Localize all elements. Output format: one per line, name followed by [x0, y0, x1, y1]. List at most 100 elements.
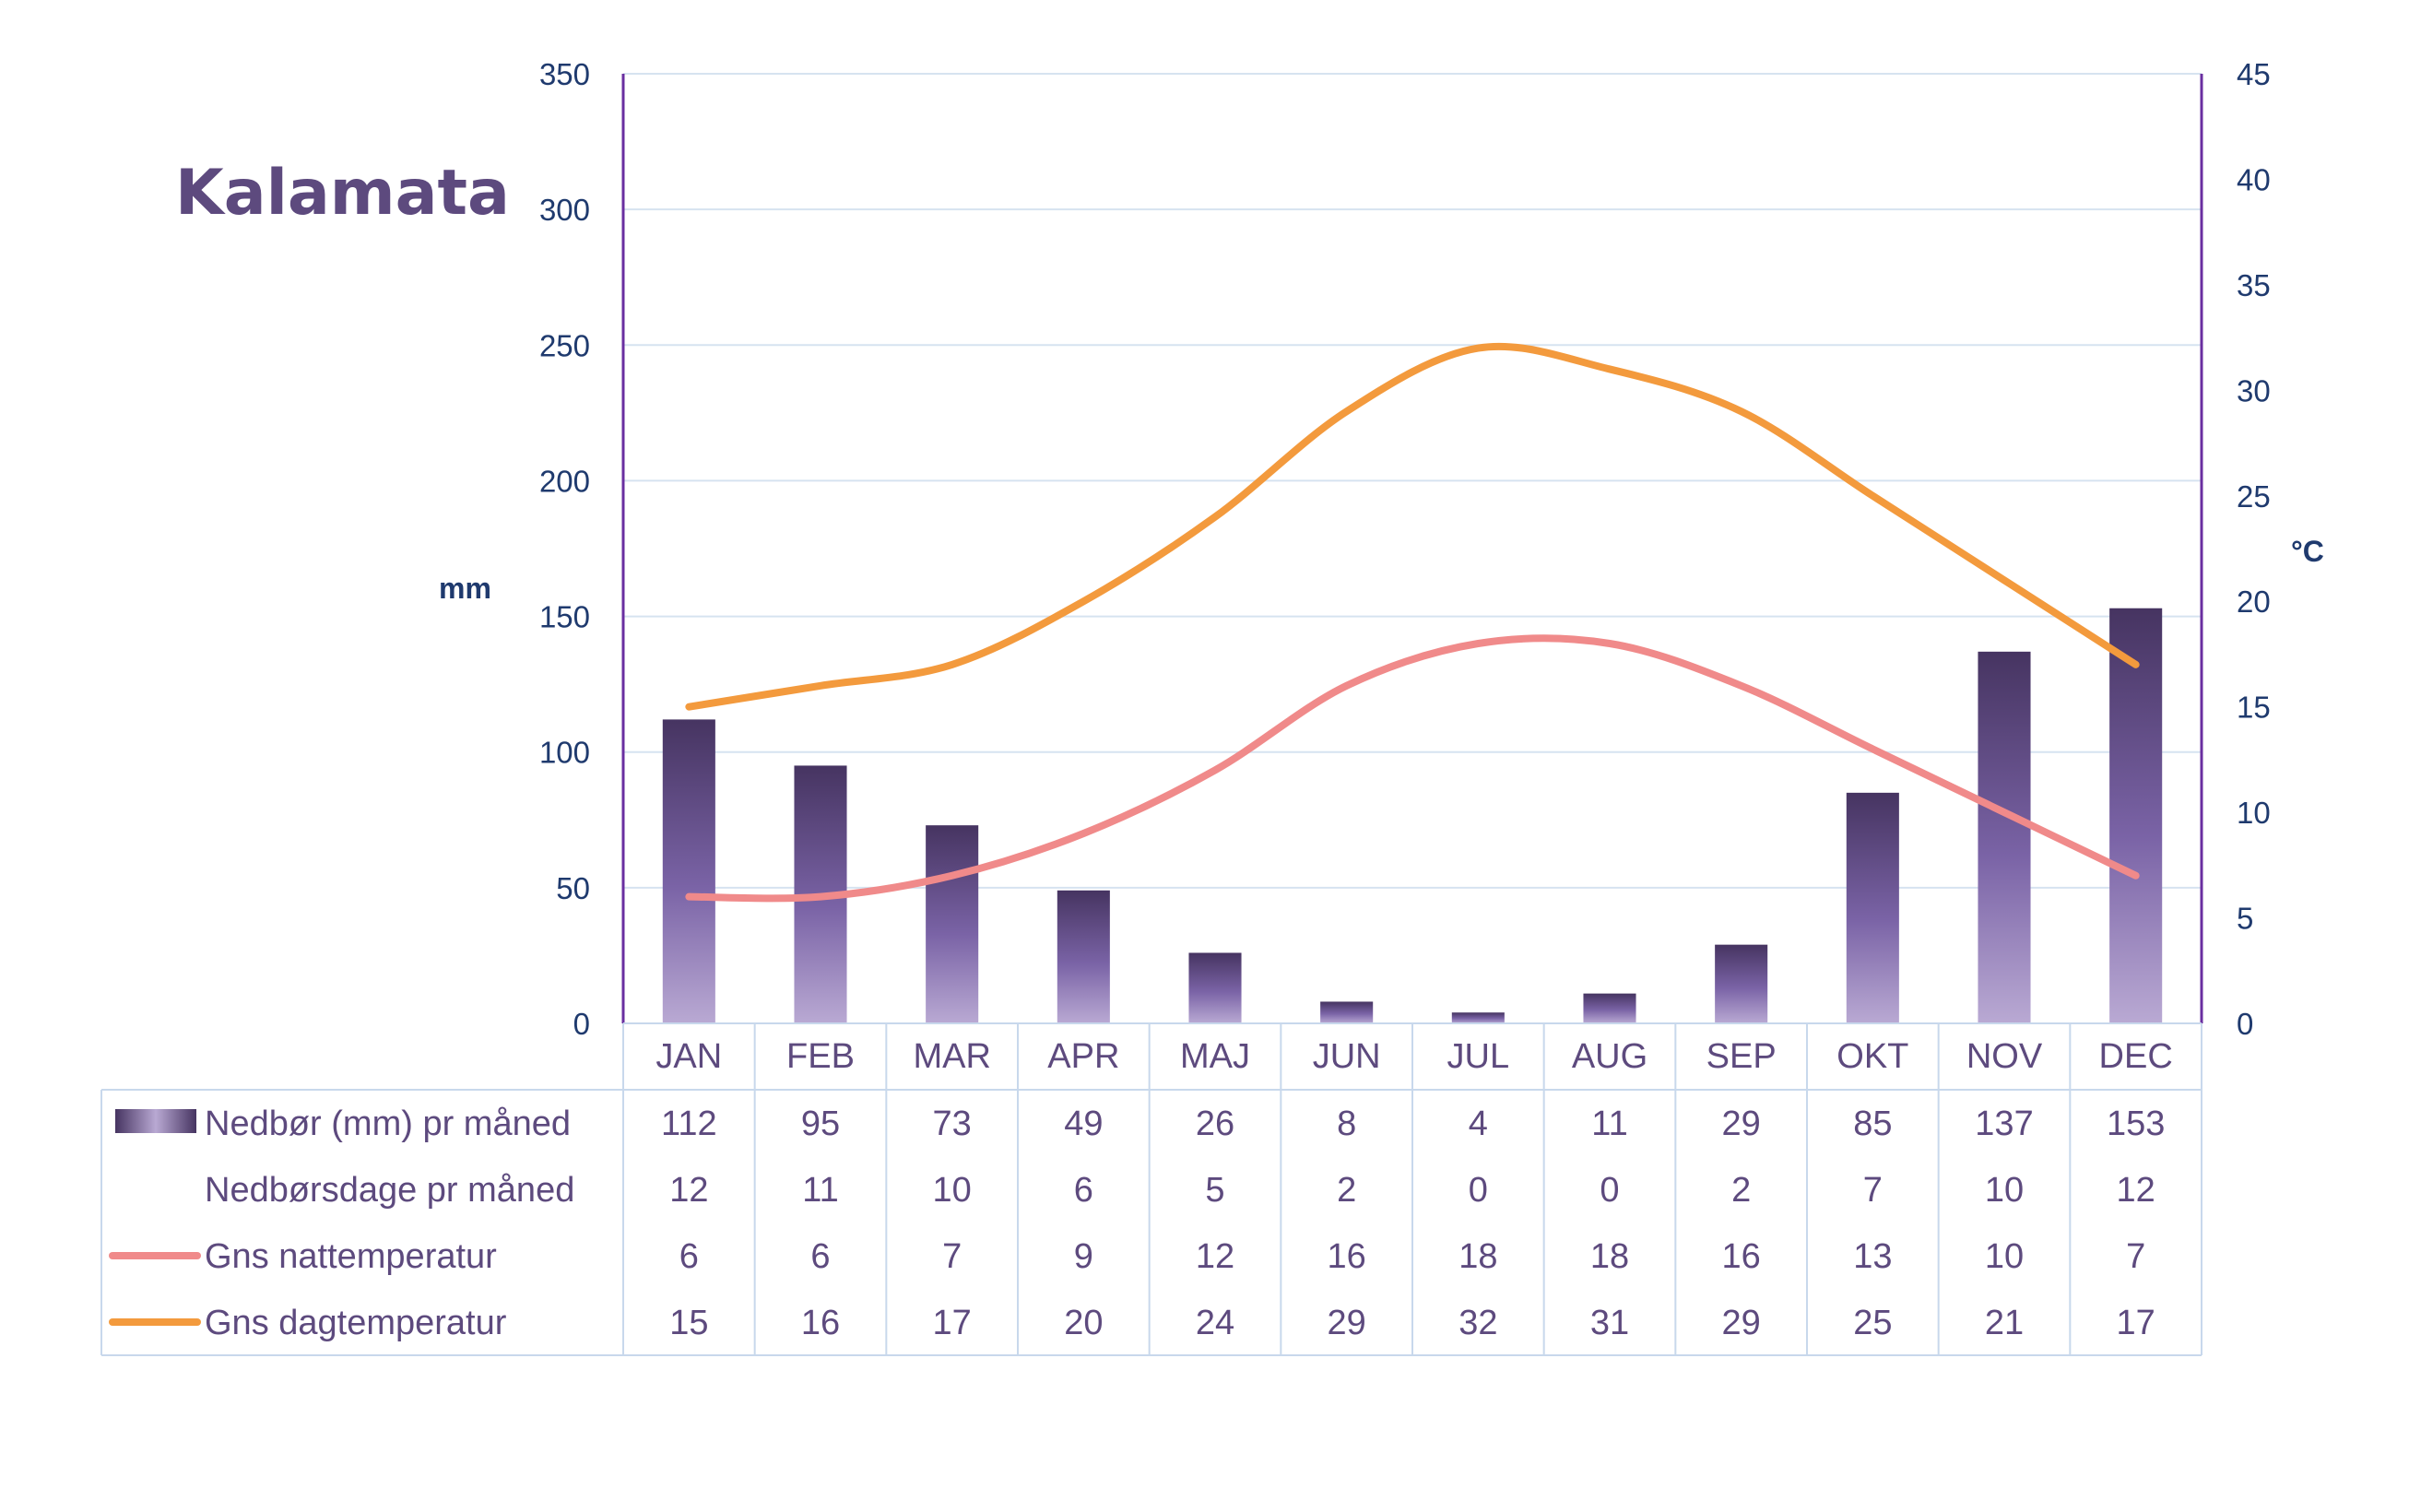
x-category-label: MAR — [913, 1037, 990, 1076]
y-right-tick-label: 30 — [2237, 373, 2271, 408]
line-point — [2135, 664, 2136, 665]
table-cell-value: 2 — [1731, 1171, 1751, 1210]
legend-series-name: Nedbør (mm) pr måned — [205, 1104, 571, 1143]
bar-precipitation — [1451, 1012, 1505, 1023]
line-point — [1872, 495, 1873, 496]
bar-precipitation — [2109, 608, 2163, 1023]
bar-precipitation — [1188, 952, 1242, 1023]
table-cell-value: 7 — [942, 1237, 962, 1276]
table-cell-value: 12 — [1196, 1237, 1234, 1276]
line-point — [1083, 601, 1084, 602]
table-cell-value: 17 — [933, 1304, 972, 1342]
x-category-label: AUG — [1572, 1037, 1647, 1076]
table-cell-value: 24 — [1196, 1304, 1234, 1342]
bar-precipitation — [662, 719, 715, 1023]
line-point — [2135, 875, 2136, 876]
line-gns-dagtemperatur — [685, 342, 2140, 711]
line-point — [1346, 685, 1347, 686]
table-cell-value: 21 — [1985, 1304, 2024, 1342]
legend-series-name: Gns dagtemperatur — [205, 1304, 507, 1342]
axes: 0 50 100 150 200 250 300 350 0 5 10 15 20 25 30 35 40 45 — [539, 57, 2271, 1041]
table-cell-value: 6 — [679, 1237, 699, 1276]
line-point — [1083, 833, 1084, 834]
bar-precipitation — [1583, 993, 1636, 1023]
table-cell-value: 17 — [2117, 1304, 2155, 1342]
y-left-tick-label: 350 — [539, 57, 590, 91]
y-right-tick-label: 25 — [2237, 479, 2271, 514]
x-category-label: JAN — [655, 1037, 722, 1076]
y-right-tick-label: 15 — [2237, 691, 2271, 725]
y-right-tick-label: 10 — [2237, 796, 2271, 830]
table-cell-value: 10 — [1985, 1237, 2024, 1276]
x-category-label: NOV — [1966, 1037, 2043, 1076]
bar-precipitation — [1978, 651, 2031, 1023]
x-category-label: MAJ — [1180, 1037, 1250, 1076]
table-cell-value: 29 — [1328, 1304, 1366, 1342]
y-axis-right-label: °C — [2291, 535, 2324, 568]
x-category-label: DEC — [2099, 1037, 2173, 1076]
table-cell-value: 16 — [1722, 1237, 1761, 1276]
y-left-tick-label: 300 — [539, 193, 590, 227]
y-right-tick-label: 20 — [2237, 585, 2271, 619]
table-cell-value: 9 — [1074, 1237, 1093, 1276]
precipitation-bars — [662, 608, 2163, 1023]
line-point — [951, 664, 952, 665]
table-cell-value: 49 — [1064, 1104, 1103, 1143]
bar-precipitation — [1715, 944, 1768, 1023]
y-right-tick-label: 45 — [2237, 57, 2271, 91]
line-point — [1610, 369, 1611, 370]
table-cell-value: 6 — [1074, 1171, 1093, 1210]
table-cell-value: 11 — [1591, 1104, 1627, 1143]
table-cell-value: 13 — [1853, 1237, 1892, 1276]
line-point — [951, 875, 952, 876]
y-left-tick-label: 250 — [539, 328, 590, 362]
line-point — [2004, 580, 2005, 581]
line-point — [1741, 685, 1742, 686]
table-cell-value: 20 — [1064, 1304, 1103, 1342]
y-right-tick-label: 35 — [2237, 268, 2271, 302]
gridlines — [623, 73, 2202, 889]
x-category-label: APR — [1047, 1037, 1119, 1076]
table-cell-value: 85 — [1853, 1104, 1892, 1143]
table-cell-value: 16 — [1328, 1237, 1366, 1276]
table-cell-value: 32 — [1458, 1304, 1497, 1342]
y-right-tick-label: 5 — [2237, 902, 2253, 936]
table-cell-value: 2 — [1337, 1171, 1356, 1210]
bar-precipitation — [926, 825, 979, 1023]
table-cell-value: 18 — [1458, 1237, 1497, 1276]
table-cell-value: 26 — [1196, 1104, 1234, 1143]
line-point — [689, 706, 690, 707]
legend-key-bar — [115, 1109, 196, 1133]
table-cell-value: 12 — [2117, 1171, 2155, 1210]
table-cell-value: 73 — [933, 1104, 972, 1143]
table-cell-value: 12 — [669, 1171, 708, 1210]
table-cell-value: 137 — [1975, 1104, 2033, 1143]
line-point — [1215, 770, 1216, 771]
table-cell-value: 112 — [661, 1104, 717, 1143]
y-left-tick-label: 0 — [573, 1007, 590, 1041]
table-cell-value: 11 — [802, 1171, 838, 1210]
table-cell-value: 25 — [1853, 1304, 1892, 1342]
bar-precipitation — [1846, 792, 1899, 1023]
table-cell-value: 4 — [1469, 1104, 1488, 1143]
table-cell-value: 153 — [2107, 1104, 2165, 1143]
table-cell-value: 10 — [1985, 1171, 2024, 1210]
temperature-lines — [685, 342, 2140, 903]
table-cell-value: 16 — [801, 1304, 840, 1342]
line-point — [2004, 812, 2005, 813]
table-cell-value: 0 — [1600, 1171, 1619, 1210]
x-category-label: JUL — [1447, 1037, 1510, 1076]
y-axis-left-label: mm — [439, 572, 491, 605]
table-cell-value: 7 — [1863, 1171, 1883, 1210]
x-category-label: SEP — [1706, 1037, 1777, 1076]
y-left-tick-label: 200 — [539, 464, 590, 498]
bar-precipitation — [1320, 1001, 1374, 1023]
table-cell-value: 5 — [1205, 1171, 1224, 1210]
line-point — [1741, 411, 1742, 412]
line-point — [689, 896, 690, 897]
y-left-tick-label: 100 — [539, 736, 590, 770]
y-right-tick-label: 0 — [2237, 1007, 2253, 1041]
table-cell-value: 95 — [801, 1104, 840, 1143]
table-cell-value: 18 — [1590, 1237, 1629, 1276]
